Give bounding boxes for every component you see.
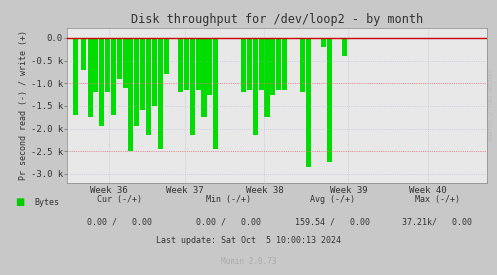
Title: Disk throughput for /dev/loop2 - by month: Disk throughput for /dev/loop2 - by mont… bbox=[131, 13, 423, 26]
Text: 159.54 /   0.00: 159.54 / 0.00 bbox=[296, 217, 370, 226]
Text: Max (-/+): Max (-/+) bbox=[415, 195, 460, 204]
Text: Avg (-/+): Avg (-/+) bbox=[311, 195, 355, 204]
Text: Min (-/+): Min (-/+) bbox=[206, 195, 251, 204]
Text: Munin 2.0.73: Munin 2.0.73 bbox=[221, 257, 276, 266]
Text: 0.00 /   0.00: 0.00 / 0.00 bbox=[87, 217, 152, 226]
Text: 0.00 /   0.00: 0.00 / 0.00 bbox=[196, 217, 261, 226]
Y-axis label: Pr second read (-) / write (+): Pr second read (-) / write (+) bbox=[19, 30, 28, 180]
Text: ■: ■ bbox=[15, 197, 24, 207]
Text: Cur (-/+): Cur (-/+) bbox=[97, 195, 142, 204]
Text: Last update: Sat Oct  5 10:00:13 2024: Last update: Sat Oct 5 10:00:13 2024 bbox=[156, 236, 341, 245]
Text: Bytes: Bytes bbox=[35, 198, 60, 207]
Text: 37.21k/   0.00: 37.21k/ 0.00 bbox=[403, 217, 472, 226]
Text: RRDTOOL / TOBI OETIKER: RRDTOOL / TOBI OETIKER bbox=[489, 69, 494, 140]
